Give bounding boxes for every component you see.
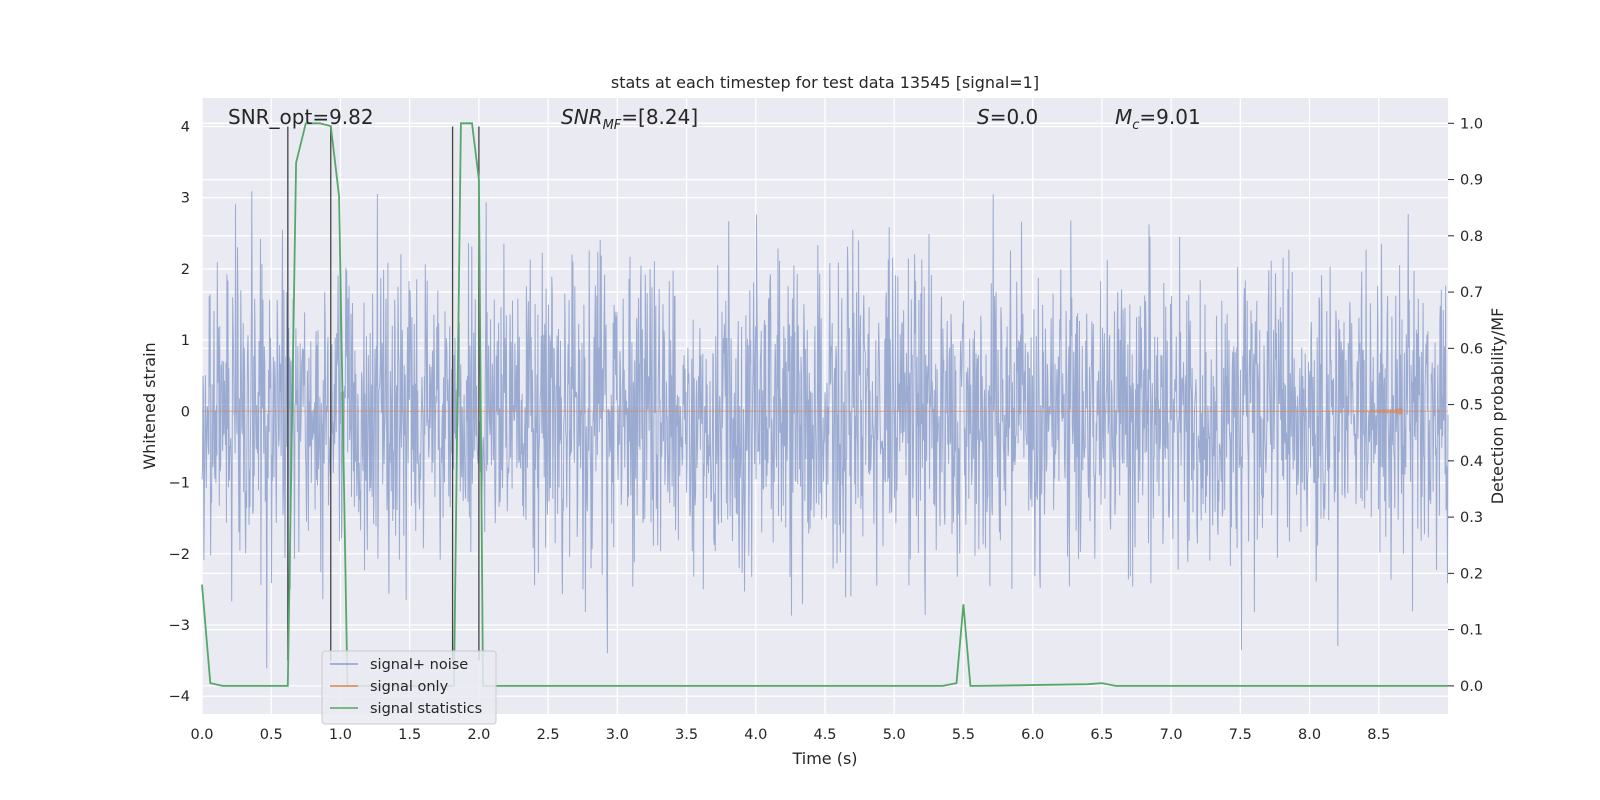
y-right-tick-label-0: 1.0 xyxy=(1460,116,1483,132)
annotation-mc: Mc=9.01 xyxy=(1115,105,1201,133)
y-tick-label-4: 0 xyxy=(181,404,190,420)
annotation-s-value: =0.0 xyxy=(990,105,1039,129)
x-tick-label-8: 4.0 xyxy=(744,727,767,743)
annotation-mc-main: M xyxy=(1115,105,1132,129)
x-tick-label-9: 4.5 xyxy=(813,727,836,743)
y-tick-label-0: 4 xyxy=(181,119,190,135)
x-tick-label-3: 1.5 xyxy=(398,727,421,743)
annotation-mc-value: =9.01 xyxy=(1139,105,1200,129)
x-tick-label-16: 8.0 xyxy=(1298,727,1321,743)
y-right-tick-label-6: 0.4 xyxy=(1460,454,1483,470)
legend-label-stats: signal statistics xyxy=(370,701,482,717)
y-right-tick-labels: 1.0 0.9 0.8 0.7 0.6 0.5 0.4 0.3 0.2 0.1 0.0 xyxy=(1448,116,1483,695)
x-tick-label-10: 5.0 xyxy=(883,727,906,743)
y-axis-label: Whitened strain xyxy=(140,342,159,469)
x-tick-label-14: 7.0 xyxy=(1160,727,1183,743)
y-tick-label-1: 3 xyxy=(181,191,190,207)
x-tick-label-13: 6.5 xyxy=(1090,727,1113,743)
annotation-snr-mf-value: =[8.24] xyxy=(621,105,698,129)
x-tick-label-5: 2.5 xyxy=(537,727,560,743)
series-signal-only xyxy=(202,407,1448,415)
y-tick-label-6: −2 xyxy=(169,547,190,563)
x-tick-label-2: 1.0 xyxy=(329,727,352,743)
legend-label-signal: signal only xyxy=(370,679,449,695)
annotation-snr-mf: SNRMF=[8.24] xyxy=(561,105,698,133)
x-tick-label-4: 2.0 xyxy=(467,727,490,743)
annotation-snr-mf-main: SNR xyxy=(561,105,603,129)
y-tick-label-5: −1 xyxy=(169,476,190,492)
y-tick-label-8: −4 xyxy=(169,689,190,705)
y-right-axis-label: Detection probability/MF xyxy=(1488,308,1507,505)
annotation-snr-opt: SNR_opt=9.82 xyxy=(228,105,374,129)
x-tick-label-0: 0.0 xyxy=(190,727,213,743)
chart-title: stats at each timestep for test data 135… xyxy=(611,73,1039,92)
annotation-s-symbol: S xyxy=(977,105,990,129)
x-tick-label-15: 7.5 xyxy=(1229,727,1252,743)
legend: signal+ noise signal only signal statist… xyxy=(321,650,497,725)
x-tick-label-1: 0.5 xyxy=(260,727,283,743)
y-right-tick-label-10: 0.0 xyxy=(1460,679,1483,695)
y-tick-label-3: 1 xyxy=(181,333,190,349)
annotation-snr-mf-sub: MF xyxy=(603,118,622,133)
x-tick-label-17: 8.5 xyxy=(1367,727,1390,743)
annotation-mc-sub: c xyxy=(1132,118,1139,133)
y-right-tick-label-3: 0.7 xyxy=(1460,285,1483,301)
legend-label-noise: signal+ noise xyxy=(370,657,468,673)
y-right-tick-label-7: 0.3 xyxy=(1460,510,1483,526)
statistics-series xyxy=(201,122,1448,687)
y-right-tick-label-8: 0.2 xyxy=(1460,566,1483,582)
x-tick-labels: 0.0 0.5 1.0 1.5 2.0 2.5 3.0 3.5 4.0 4.5 5.0 5.5 6.0 6… xyxy=(190,727,1390,743)
x-axis-label: Time (s) xyxy=(791,749,857,768)
noise-series xyxy=(201,191,1449,669)
y-tick-labels: 4 3 2 1 0 −1 −2 −3 −4 xyxy=(169,119,190,705)
y-tick-label-7: −3 xyxy=(169,618,190,634)
y-right-tick-label-2: 0.8 xyxy=(1460,229,1483,245)
x-tick-label-7: 3.5 xyxy=(675,727,698,743)
y-right-tick-label-5: 0.5 xyxy=(1460,398,1483,414)
series-signal-noise xyxy=(201,191,1449,669)
y-right-tick-label-4: 0.6 xyxy=(1460,341,1483,357)
y-right-tick-label-9: 0.1 xyxy=(1460,623,1483,639)
signal-series xyxy=(202,407,1448,415)
x-tick-label-12: 6.0 xyxy=(1021,727,1044,743)
vertical-lines xyxy=(287,126,480,661)
series-signal-statistics xyxy=(201,122,1448,687)
y-tick-label-2: 2 xyxy=(181,262,190,278)
legend-box xyxy=(321,650,497,725)
y-right-tick-label-1: 0.9 xyxy=(1460,173,1483,189)
annotation-s: S=0.0 xyxy=(977,105,1038,129)
x-tick-label-6: 3.0 xyxy=(606,727,629,743)
x-tick-label-11: 5.5 xyxy=(952,727,975,743)
